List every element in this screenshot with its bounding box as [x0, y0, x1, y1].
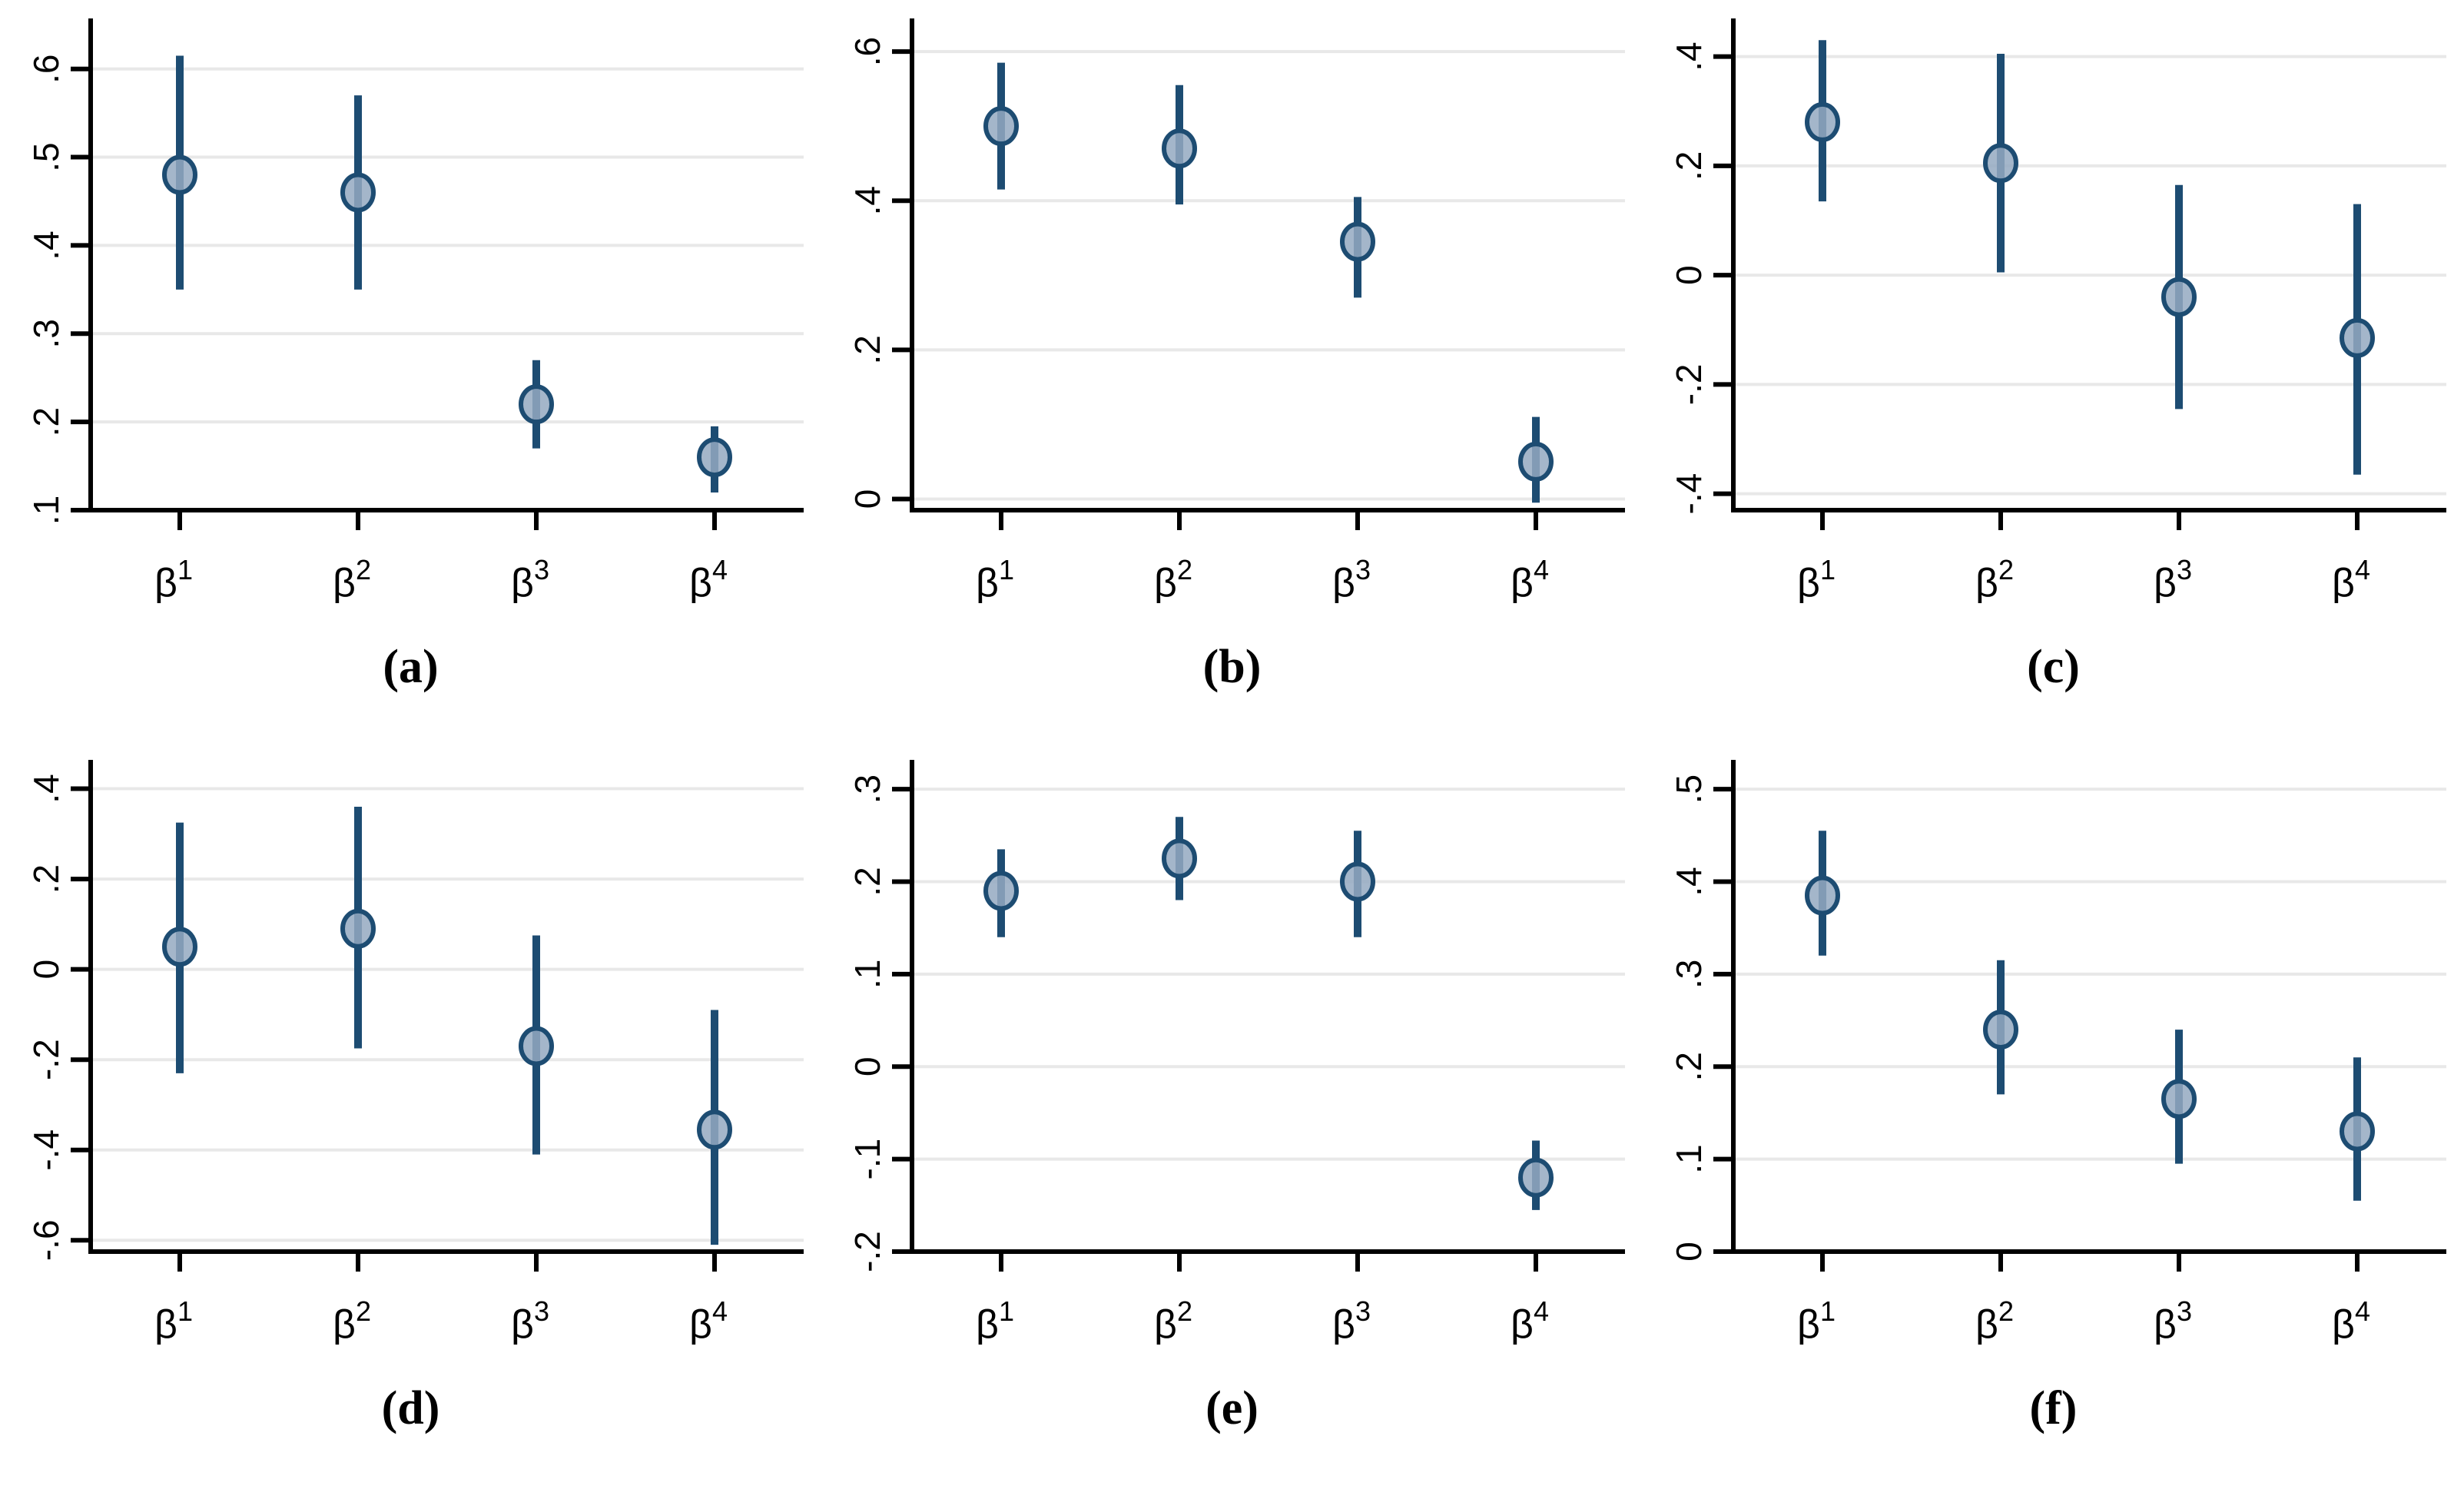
- svg-text:0: 0: [847, 1056, 887, 1076]
- svg-text:.2: .2: [26, 407, 66, 436]
- svg-text:β4: β4: [1511, 1295, 1549, 1345]
- svg-text:β4: β4: [689, 1295, 728, 1345]
- svg-text:.3: .3: [1669, 960, 1709, 989]
- panel-f-chart: 0 .1 .2 .3 .4 .5 β1 β2 β3 β4: [1669, 760, 2446, 1345]
- svg-text:.3: .3: [847, 774, 887, 804]
- svg-text:β3: β3: [1332, 1295, 1371, 1345]
- panel-e: -.2 -.1 0 .1 .2 .3 β1 β2 β3 β4: [821, 749, 1643, 1345]
- svg-text:β4: β4: [2332, 1295, 2370, 1345]
- panel-b-chart: 0 .2 .4 .6 β1 β2 β3 β4: [847, 18, 1625, 603]
- svg-text:β2: β2: [333, 1295, 371, 1345]
- panel-e-chart: -.2 -.1 0 .1 .2 .3 β1 β2 β3 β4: [847, 760, 1625, 1345]
- panel-f-caption: (f): [2029, 1382, 2078, 1434]
- svg-text:.4: .4: [26, 230, 66, 260]
- svg-text:-.2: -.2: [847, 1231, 887, 1272]
- svg-text:β2: β2: [1975, 1295, 2014, 1345]
- svg-text:β1: β1: [976, 554, 1014, 603]
- panel-f: 0 .1 .2 .3 .4 .5 β1 β2 β3 β4: [1643, 749, 2464, 1345]
- svg-text:.1: .1: [1669, 1144, 1709, 1173]
- svg-text:β1: β1: [1797, 1295, 1836, 1345]
- svg-text:β3: β3: [2154, 554, 2192, 603]
- svg-text:β3: β3: [1332, 554, 1371, 603]
- svg-text:β1: β1: [1797, 554, 1836, 603]
- svg-text:.2: .2: [1669, 151, 1709, 181]
- svg-text:0: 0: [1669, 265, 1709, 285]
- svg-text:.2: .2: [847, 335, 887, 364]
- panel-c-chart: -.4 -.2 0 .2 .4 β1 β2 β3 β4: [1669, 18, 2446, 603]
- panel-b: 0 .2 .4 .6 β1 β2 β3 β4: [821, 8, 1643, 603]
- svg-text:-.1: -.1: [847, 1139, 887, 1180]
- svg-text:.6: .6: [847, 37, 887, 66]
- svg-text:-.4: -.4: [1669, 473, 1709, 515]
- svg-text:β2: β2: [1975, 554, 2014, 603]
- svg-text:.2: .2: [1669, 1052, 1709, 1081]
- svg-text:β2: β2: [1154, 554, 1192, 603]
- panel-d-chart: -.6 -.4 -.2 0 .2 .4 β1 β2 β3 β4: [26, 760, 804, 1345]
- svg-text:β3: β3: [511, 554, 549, 603]
- svg-text:β1: β1: [154, 554, 193, 603]
- svg-text:β3: β3: [511, 1295, 549, 1345]
- panel-e-caption: (e): [1205, 1382, 1259, 1434]
- svg-text:β4: β4: [1511, 554, 1549, 603]
- panel-a: .1 .2 .3 .4 .5 .6 β1 β2 β3 β4: [0, 8, 821, 603]
- svg-text:0: 0: [847, 489, 887, 509]
- svg-text:β2: β2: [1154, 1295, 1192, 1345]
- svg-text:.6: .6: [26, 55, 66, 84]
- svg-text:.1: .1: [26, 496, 66, 525]
- svg-text:β4: β4: [689, 554, 728, 603]
- svg-text:-.6: -.6: [26, 1219, 66, 1261]
- svg-text:.4: .4: [1669, 867, 1709, 896]
- svg-text:.3: .3: [26, 319, 66, 348]
- svg-text:.4: .4: [26, 774, 66, 803]
- panel-a-caption: (a): [383, 641, 439, 693]
- svg-text:.2: .2: [847, 867, 887, 896]
- svg-text:β4: β4: [2332, 554, 2370, 603]
- svg-text:.4: .4: [847, 186, 887, 215]
- svg-text:-.2: -.2: [1669, 364, 1709, 406]
- svg-text:-.2: -.2: [26, 1039, 66, 1080]
- svg-text:0: 0: [26, 960, 66, 980]
- svg-text:.4: .4: [1669, 41, 1709, 71]
- panel-b-caption: (b): [1202, 641, 1262, 693]
- svg-text:.5: .5: [1669, 774, 1709, 804]
- svg-text:.1: .1: [847, 960, 887, 989]
- svg-text:β1: β1: [154, 1295, 193, 1345]
- panel-d-caption: (d): [381, 1382, 440, 1434]
- svg-text:.2: .2: [26, 864, 66, 894]
- svg-text:-.4: -.4: [26, 1129, 66, 1171]
- panel-a-chart: .1 .2 .3 .4 .5 .6 β1 β2 β3 β4: [26, 18, 804, 603]
- svg-text:β2: β2: [333, 554, 371, 603]
- panel-c: -.4 -.2 0 .2 .4 β1 β2 β3 β4: [1643, 8, 2464, 603]
- panel-d: -.6 -.4 -.2 0 .2 .4 β1 β2 β3 β4: [0, 749, 821, 1345]
- svg-text:β3: β3: [2154, 1295, 2192, 1345]
- panel-c-caption: (c): [2027, 641, 2080, 693]
- svg-text:.5: .5: [26, 142, 66, 171]
- svg-text:0: 0: [1669, 1242, 1709, 1262]
- svg-text:β1: β1: [976, 1295, 1014, 1345]
